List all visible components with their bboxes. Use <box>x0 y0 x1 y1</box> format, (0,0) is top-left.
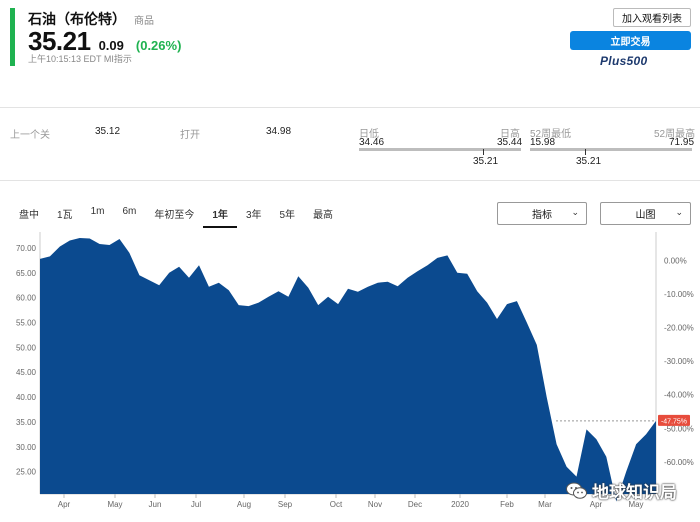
chevron-down-icon: ⌄ <box>571 207 579 217</box>
tab-ytd[interactable]: 年初至今 <box>154 210 195 221</box>
day-high-label: 日高 <box>500 129 520 140</box>
day-low-label: 日低 <box>359 129 379 140</box>
x-tick-label: Jul <box>191 500 201 509</box>
instrument-category-tag: 商品 <box>134 16 154 27</box>
week52-range-marker <box>585 149 586 155</box>
y-tick-label: 55.00 <box>16 319 37 328</box>
price-area <box>40 238 656 502</box>
y-axis-right: 0.00% -10.00% -20.00% -30.00% -40.00% -50.00%… <box>664 257 694 467</box>
price-area-chart[interactable]: 70.00 65.00 60.00 55.00 50.00 45.00 40.00 35.00… <box>0 232 700 522</box>
tab-max[interactable]: 最高 <box>313 210 334 221</box>
prev-close-value: 35.12 <box>95 126 121 137</box>
x-tick-label: Nov <box>368 500 382 509</box>
y-right-tick-label: -10.00% <box>664 290 694 299</box>
x-tick-label: 2020 <box>451 500 469 509</box>
y-tick-label: 65.00 <box>16 269 37 278</box>
price-row: 35.21 0.09 (0.26%) <box>28 26 181 57</box>
divider <box>0 180 700 181</box>
watermark-text: 地球知识局 <box>592 483 677 502</box>
price-change: 0.09 <box>98 38 124 53</box>
chart-type-dropdown-label: 山图 <box>635 210 656 221</box>
day-high-value: 35.44 <box>497 137 523 148</box>
prev-close-label: 上一个关 <box>10 130 50 141</box>
instrument-header: 石油（布伦特） 商品 <box>28 9 154 29</box>
x-tick-label: May <box>107 500 122 509</box>
chevron-down-icon: ⌄ <box>675 207 683 217</box>
watermark: 地球知识局 <box>566 478 677 503</box>
sponsor-logo[interactable]: Plus500 <box>600 54 648 68</box>
x-tick-label: Jun <box>149 500 162 509</box>
x-tick-label: Oct <box>330 500 343 509</box>
y-tick-label: 40.00 <box>16 393 37 402</box>
y-right-tick-label: -50.00% <box>664 424 694 433</box>
tab-1y[interactable]: 1年 <box>203 200 237 228</box>
week52-range-bar <box>530 148 692 151</box>
day-range-marker <box>483 149 484 155</box>
quote-timestamp: 上午10:15:13 EDT MI指示 <box>28 54 132 64</box>
price-change-percent: (0.26%) <box>135 38 182 53</box>
y-tick-label: 50.00 <box>16 343 37 352</box>
week52-high-value: 71.95 <box>669 137 695 148</box>
chart-type-dropdown[interactable]: 山图 ⌄ <box>600 202 691 225</box>
y-axis-left: 70.00 65.00 60.00 55.00 50.00 45.00 40.00 35.00… <box>16 244 37 477</box>
day-current-value: 35.21 <box>473 156 499 167</box>
tab-3y[interactable]: 3年 <box>245 210 262 221</box>
week52-low-value: 15.98 <box>530 137 556 148</box>
tab-5y[interactable]: 5年 <box>279 210 296 221</box>
instrument-title: 石油（布伦特） <box>28 11 126 27</box>
y-tick-label: 45.00 <box>16 368 37 377</box>
day-range-bar <box>359 148 521 151</box>
x-tick-label: Dec <box>408 500 422 509</box>
y-right-tick-label: -20.00% <box>664 324 694 333</box>
y-right-tick-label: -60.00% <box>664 458 694 467</box>
current-change-badge: -47.75% <box>658 414 690 426</box>
wechat-icon <box>566 482 587 499</box>
indicators-dropdown-label: 指标 <box>532 210 552 221</box>
x-tick-label: Sep <box>278 500 293 509</box>
y-tick-label: 25.00 <box>16 468 37 477</box>
tab-6m[interactable]: 6m <box>122 206 137 217</box>
accent-bar <box>10 8 15 66</box>
tab-intraday[interactable]: 盘中 <box>19 210 39 221</box>
divider <box>0 107 700 108</box>
current-price: 35.21 <box>28 26 91 56</box>
x-tick-label: Apr <box>58 500 71 509</box>
x-tick-label: May <box>628 500 643 509</box>
y-right-tick-label: -30.00% <box>664 357 694 366</box>
y-tick-label: 70.00 <box>16 244 37 253</box>
indicators-dropdown[interactable]: 指标 ⌄ <box>497 202 587 225</box>
day-low-value: 34.46 <box>359 137 385 148</box>
y-tick-label: 30.00 <box>16 443 37 452</box>
tab-1w[interactable]: 1瓦 <box>57 210 73 221</box>
open-label: 打开 <box>180 130 200 141</box>
x-tick-label: Feb <box>500 500 514 509</box>
tab-1m[interactable]: 1m <box>90 206 105 217</box>
week52-low-label: 52周最低 <box>530 129 572 140</box>
current-change-badge-text: -47.75% <box>661 418 687 425</box>
x-tick-label: Apr <box>590 500 603 509</box>
x-axis: Apr May Jun Jul Aug Sep Oct Nov Dec 2020 Feb Mar Apr… <box>58 494 644 509</box>
trade-now-button[interactable]: 立即交易 <box>570 31 691 50</box>
y-right-tick-label: -40.00% <box>664 391 694 400</box>
add-to-watchlist-button[interactable]: 加入观看列表 <box>613 8 691 27</box>
y-right-tick-label: 0.00% <box>664 257 687 266</box>
x-tick-label: Aug <box>237 500 251 509</box>
week52-high-label: 52周最高 <box>654 129 696 140</box>
current-change-badge-bg <box>658 414 690 426</box>
x-tick-label: Mar <box>538 500 552 509</box>
timeframe-tabs: 盘中 1瓦 1m 6m 年初至今 1年 3年 5年 最高 <box>10 200 342 228</box>
week52-current-value: 35.21 <box>576 156 602 167</box>
open-value: 34.98 <box>266 126 292 137</box>
y-tick-label: 60.00 <box>16 294 37 303</box>
y-tick-label: 35.00 <box>16 418 37 427</box>
